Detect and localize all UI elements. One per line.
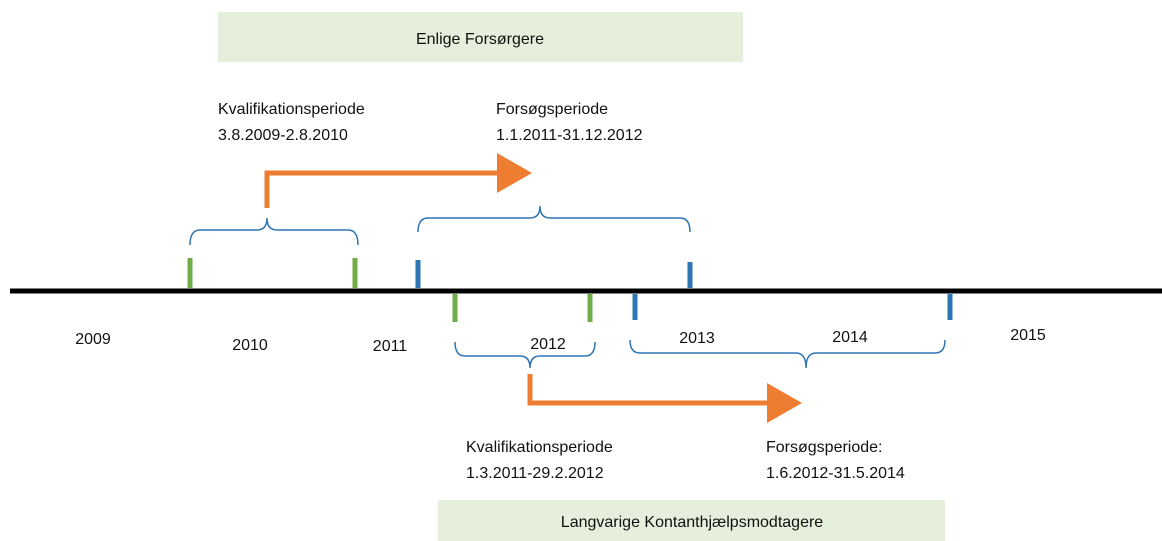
- year-label: 2015: [1010, 327, 1046, 344]
- group-title: Langvarige Kontanthjælpsmodtagere: [561, 514, 824, 531]
- brace: [454, 341, 596, 369]
- brace: [629, 339, 946, 369]
- year-label: 2010: [232, 337, 268, 354]
- braces: [189, 205, 946, 369]
- period-label: Kvalifikationsperiode: [466, 439, 613, 456]
- year-label: 2009: [75, 331, 111, 348]
- group-title: Enlige Forsørgere: [416, 31, 544, 48]
- brace: [189, 217, 359, 246]
- year-label: 2011: [373, 338, 408, 355]
- arrow: [264, 153, 532, 208]
- markers: [187, 258, 953, 322]
- arrows: [264, 153, 802, 423]
- arrow: [527, 374, 802, 423]
- year-label: 2013: [679, 330, 715, 347]
- period-dates: 1.3.2011-29.2.2012: [466, 465, 604, 482]
- period-dates: 1.1.2011-31.12.2012: [496, 127, 643, 144]
- brace: [417, 205, 691, 233]
- period-dates: 3.8.2009-2.8.2010: [218, 127, 348, 144]
- period-label: Kvalifikationsperiode: [218, 101, 365, 118]
- period-label: Forsøgsperiode:: [766, 439, 883, 456]
- group-box: [218, 12, 743, 62]
- period-dates: 1.6.2012-31.5.2014: [766, 465, 905, 482]
- year-label: 2014: [832, 329, 868, 346]
- group-box: [438, 500, 945, 541]
- year-label: 2012: [530, 336, 566, 353]
- period-label: Forsøgsperiode: [496, 101, 608, 118]
